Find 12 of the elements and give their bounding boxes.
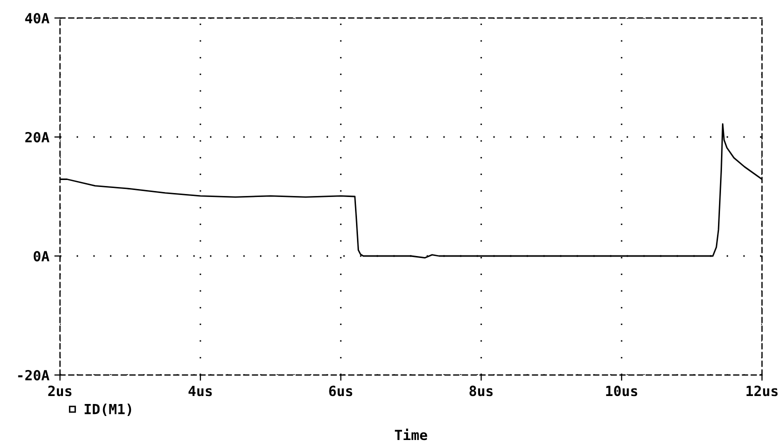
x-axis-title: Time [394, 428, 428, 440]
legend-label: ID(M1) [84, 404, 132, 416]
x-tick-label: 8us [470, 386, 493, 396]
x-tick-label: 6us [329, 386, 352, 396]
y-tick-label: -20A [18, 370, 50, 380]
x-tick-label: 10us [606, 386, 638, 396]
x-tick-label: 4us [188, 386, 212, 396]
x-tick-label: 12us [746, 386, 778, 396]
y-tick-label: 0A [34, 250, 50, 262]
x-tick-label: 2us [48, 386, 72, 396]
y-tick-label: 40A [25, 12, 50, 24]
y-tick-label: 20A [25, 132, 50, 142]
